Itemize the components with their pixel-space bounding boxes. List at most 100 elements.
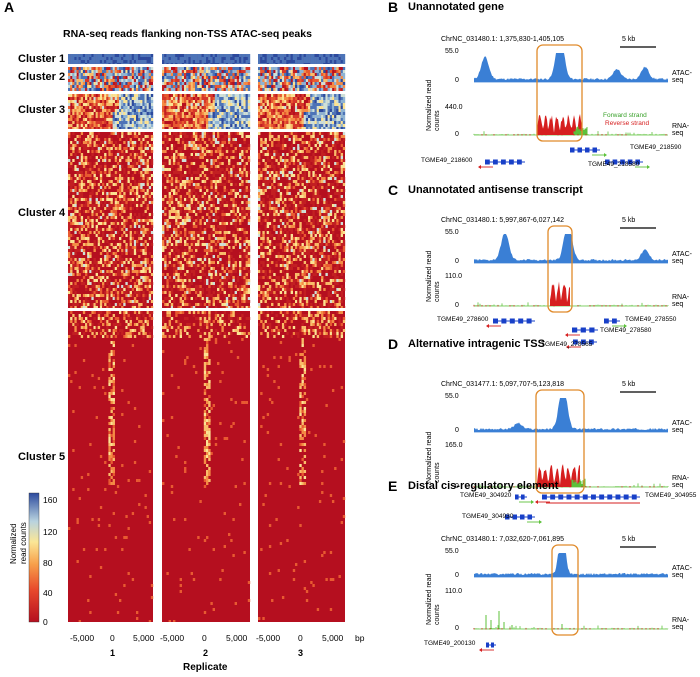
- heatmap-cell: [80, 303, 84, 306]
- heatmap-cell: [162, 213, 165, 216]
- heatmap-cell: [148, 291, 152, 294]
- heatmap-cell: [239, 94, 242, 97]
- heatmap-cell: [148, 270, 152, 273]
- heatmap-cell: [121, 234, 124, 237]
- heatmap-cell: [239, 291, 242, 294]
- heatmap-cell: [239, 174, 242, 177]
- heatmap-cell: [89, 323, 92, 326]
- heatmap-cell: [125, 273, 128, 276]
- heatmap-cell: [116, 60, 120, 63]
- heatmap-cell: [89, 195, 92, 198]
- heatmap-cell: [93, 261, 96, 264]
- heatmap-cell: [210, 249, 213, 252]
- heatmap-cell: [125, 249, 128, 252]
- heatmap-cell: [136, 162, 139, 165]
- heatmap-cell: [127, 162, 130, 165]
- heatmap-cell: [164, 73, 167, 76]
- heatmap-cell: [74, 258, 77, 261]
- heatmap-cell: [175, 258, 178, 261]
- heatmap-cell: [121, 261, 124, 264]
- heatmap-cell: [201, 267, 204, 270]
- heatmap-cell: [121, 100, 124, 103]
- heatmap-cell: [243, 162, 246, 165]
- heatmap-cell: [219, 231, 222, 234]
- heatmap-cell: [114, 73, 118, 76]
- heatmap-cell: [93, 165, 96, 168]
- heatmap-cell: [175, 70, 178, 73]
- heatmap-cell: [142, 124, 145, 127]
- heatmap-cell: [127, 273, 130, 276]
- heatmap-cell: [112, 377, 115, 380]
- heatmap-cell: [199, 237, 202, 240]
- heatmap-cell: [144, 294, 147, 297]
- heatmap-cell: [199, 85, 202, 88]
- heatmap-cell: [234, 85, 237, 88]
- heatmap-cell: [230, 79, 233, 82]
- heatmap-cell: [104, 88, 107, 91]
- heatmap-cell: [221, 100, 224, 103]
- heatmap-cell: [148, 314, 152, 317]
- heatmap-cell: [138, 153, 141, 156]
- heatmap-cell: [87, 225, 90, 228]
- heatmap-cell: [95, 234, 98, 237]
- heatmap-cell: [144, 201, 147, 204]
- heatmap-cell: [91, 57, 94, 60]
- heatmap-cell: [125, 267, 128, 270]
- heatmap-cell: [68, 285, 71, 288]
- heatmap-cell: [150, 76, 154, 79]
- heatmap-cell: [150, 124, 154, 127]
- heatmap-cell: [80, 326, 84, 329]
- heatmap-cell: [123, 195, 126, 198]
- heatmap-cell: [112, 341, 115, 344]
- heatmap-cell: [206, 144, 209, 147]
- heatmap-cell: [68, 273, 71, 276]
- heatmap-cell: [112, 323, 115, 326]
- heatmap-cell: [95, 195, 98, 198]
- heatmap-cell: [177, 106, 180, 109]
- heatmap-cell: [177, 103, 180, 106]
- heatmap-cell: [203, 165, 207, 168]
- heatmap-cell: [112, 329, 115, 332]
- heatmap-cell: [195, 88, 198, 91]
- heatmap-cell: [150, 219, 154, 222]
- heatmap-cell: [212, 88, 215, 91]
- heatmap-cell: [192, 162, 196, 165]
- heatmap-cell: [125, 326, 128, 329]
- heatmap-cell: [146, 147, 149, 150]
- heatmap-cell: [140, 79, 143, 82]
- heatmap-cell: [87, 57, 90, 60]
- heatmap-cell: [192, 311, 196, 314]
- heatmap-cell: [212, 73, 215, 76]
- heatmap-cell: [166, 60, 169, 63]
- heatmap-cell: [136, 118, 139, 121]
- heatmap-cell: [133, 54, 137, 57]
- heatmap-cell: [129, 252, 132, 255]
- heatmap-cell: [195, 183, 198, 186]
- heatmap-cell: [223, 243, 226, 246]
- heatmap-cell: [234, 97, 237, 100]
- heatmap-cell: [208, 168, 211, 171]
- heatmap-cell: [223, 222, 226, 225]
- heatmap-cell: [210, 243, 213, 246]
- heatmap-cell: [228, 323, 231, 326]
- heatmap-cell: [112, 306, 115, 308]
- heatmap-cell: [68, 103, 71, 106]
- heatmap-cell: [121, 124, 124, 127]
- heatmap-cell: [138, 249, 141, 252]
- heatmap-cell: [95, 548, 98, 551]
- heatmap-cell: [133, 323, 137, 326]
- heatmap-cell: [82, 252, 86, 255]
- heatmap-cell: [217, 237, 220, 240]
- heatmap-cell: [206, 371, 209, 374]
- heatmap-cell: [212, 54, 215, 57]
- heatmap-cell: [140, 329, 143, 332]
- heatmap-cell: [148, 94, 152, 97]
- heatmap-cell: [119, 168, 122, 171]
- heatmap-cell: [179, 326, 182, 329]
- heatmap-cell: [131, 216, 135, 219]
- heatmap-cell: [144, 267, 147, 270]
- heatmap-cell: [138, 186, 141, 189]
- heatmap-cell: [136, 73, 139, 76]
- heatmap-cell: [108, 121, 111, 124]
- heatmap-cell: [164, 112, 167, 115]
